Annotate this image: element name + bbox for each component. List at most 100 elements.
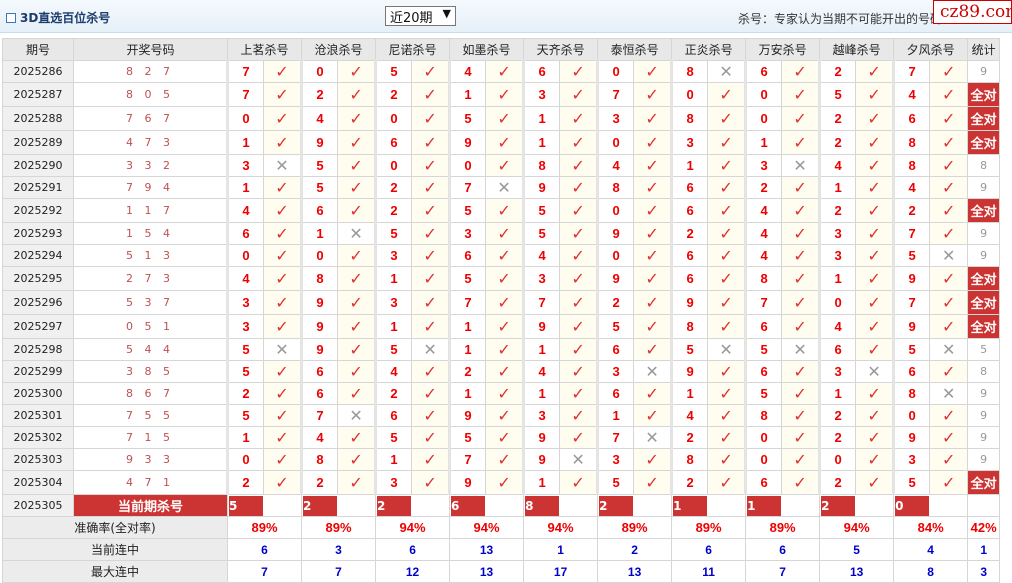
check-icon: ✓ [275, 293, 289, 312]
check-icon: ✓ [571, 269, 585, 288]
hit-count: 9 [980, 453, 988, 466]
check-icon: ✓ [793, 450, 807, 469]
check-icon: ✓ [867, 450, 881, 469]
result-cell: ✓ [855, 266, 895, 291]
result-cell: ✓ [633, 176, 673, 199]
kill-number: 5 [596, 470, 635, 495]
title-text: 3D直选百位杀号 [20, 11, 111, 25]
result-cell: ✓ [262, 176, 303, 199]
summary-value: 6 [226, 538, 303, 561]
stat-cell: 全对 [967, 106, 1001, 131]
kill-number: 7 [596, 426, 635, 449]
kill-note: 杀号：专家认为当期不可能开出的号码 [738, 12, 943, 26]
kill-number: 2 [818, 106, 857, 131]
kill-number: 9 [300, 314, 339, 339]
kill-number: 0 [596, 130, 635, 155]
result-cell: ✓ [707, 470, 747, 495]
check-icon: ✓ [275, 62, 289, 81]
kill-number: 1 [300, 222, 339, 245]
kill-number: 1 [226, 130, 264, 155]
check-icon: ✓ [497, 340, 511, 359]
kill-number: 3 [744, 154, 783, 177]
all-correct-badge: 全对 [968, 131, 1000, 154]
kill-number: 8 [670, 106, 709, 131]
result-cell: ✓ [707, 82, 747, 107]
result-cell: ✓ [559, 198, 599, 223]
check-icon: ✓ [941, 156, 956, 175]
kill-number: 9 [522, 426, 561, 449]
check-icon: ✓ [793, 246, 807, 265]
result-cell: ✕ [485, 176, 525, 199]
result-cell: ✓ [559, 130, 599, 155]
result-cell: ✕ [781, 154, 821, 177]
issue-cell: 2025297 [2, 314, 74, 339]
summary-value: 5 [819, 538, 895, 561]
period-select-value: 近20期 [390, 10, 433, 26]
result-cell: ✓ [781, 176, 821, 199]
summary-stat: 42% [967, 516, 1001, 539]
result-cell: ✕ [411, 338, 451, 361]
kill-number: 6 [448, 244, 487, 267]
result-cell: ✕ [707, 338, 747, 361]
kill-number: 4 [744, 198, 783, 223]
check-icon: ✓ [275, 384, 289, 403]
cross-icon: ✕ [645, 362, 659, 381]
check-icon: ✓ [645, 62, 659, 81]
result-cell: ✓ [559, 314, 599, 339]
kill-number: 8 [892, 382, 931, 405]
kill-number: 1 [522, 106, 561, 131]
kill-number: 4 [448, 60, 487, 83]
check-icon: ✓ [719, 109, 733, 128]
check-icon: ✓ [423, 178, 437, 197]
check-icon: ✓ [793, 293, 807, 312]
check-icon: ✓ [793, 317, 807, 336]
summary-value: 89% [745, 516, 821, 539]
check-icon: ✓ [497, 428, 511, 447]
issue-cell: 2025290 [2, 154, 74, 177]
check-icon: ✓ [793, 473, 807, 492]
current-kill-cell: 5 [226, 494, 303, 517]
result-cell: ✓ [337, 290, 377, 315]
kill-number: 2 [226, 382, 264, 405]
kill-number: 5 [374, 222, 413, 245]
kill-number: 4 [818, 314, 857, 339]
check-icon: ✓ [497, 224, 511, 243]
kill-number: 0 [374, 154, 413, 177]
kill-number: 0 [226, 448, 264, 471]
stat-cell: 9 [967, 426, 1001, 449]
check-icon: ✓ [571, 156, 585, 175]
kill-number: 0 [744, 448, 783, 471]
table-row: 2025303 9 3 3 0 ✓ 8 ✓ 1 ✓ 7 ✓ 9 ✕ 3 ✓ 8 ✓ 0 ✓ 0 ✓ 3 ✓ 9 [2, 448, 1001, 471]
result-cell: ✓ [411, 290, 451, 315]
check-icon: ✓ [867, 156, 881, 175]
result-cell: ✓ [855, 448, 895, 471]
result-cell: ✓ [855, 338, 895, 361]
kill-number: 1 [522, 338, 561, 361]
check-icon: ✓ [645, 156, 659, 175]
kill-number: 8 [670, 448, 709, 471]
result-cell: ✓ [262, 244, 303, 267]
square-icon [6, 12, 16, 23]
issue-cell: 2025298 [2, 338, 74, 361]
all-correct-badge: 全对 [968, 291, 1000, 314]
kill-number: 3 [226, 290, 264, 315]
kill-number: 1 [522, 470, 561, 495]
check-icon: ✓ [349, 62, 363, 81]
result-cell: ✓ [855, 470, 895, 495]
result-cell: ✓ [262, 290, 303, 315]
kill-number: 5 [448, 426, 487, 449]
result-cell: ✓ [485, 266, 525, 291]
summary-value: 13 [449, 560, 525, 583]
kill-number: 1 [670, 382, 709, 405]
check-icon: ✓ [497, 384, 511, 403]
result-cell: ✓ [929, 290, 969, 315]
result-cell: ✓ [411, 314, 451, 339]
summary-value: 6 [671, 538, 747, 561]
kill-number: 5 [374, 426, 413, 449]
period-select[interactable]: 近20期 ▼ [385, 6, 456, 26]
check-icon: ✓ [867, 340, 881, 359]
check-icon: ✓ [349, 293, 363, 312]
kill-number: 7 [744, 290, 783, 315]
current-kill-cell: 2 [301, 494, 377, 517]
page-title: 3D直选百位杀号 [6, 9, 110, 26]
